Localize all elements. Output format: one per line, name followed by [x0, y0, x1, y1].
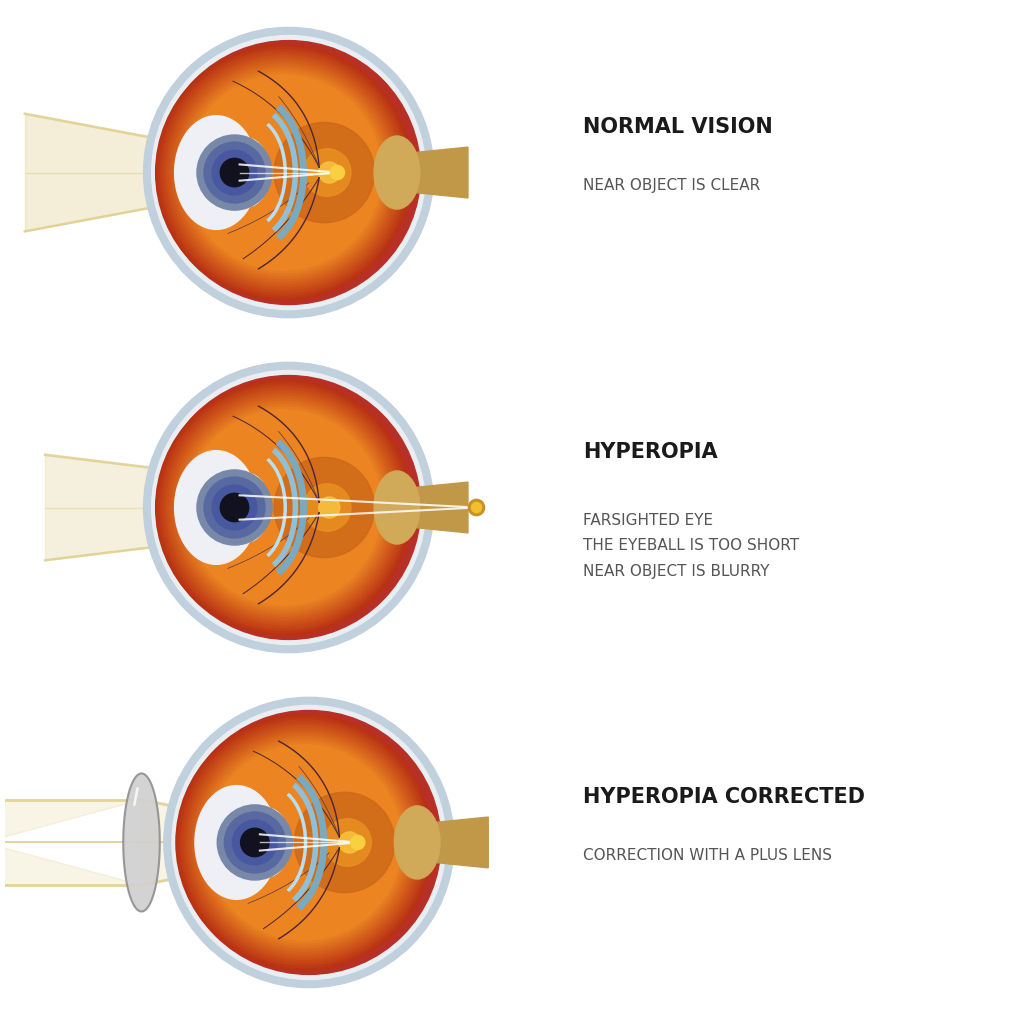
Circle shape	[164, 697, 455, 988]
Circle shape	[183, 72, 384, 273]
Ellipse shape	[394, 806, 440, 879]
Circle shape	[181, 720, 426, 965]
Circle shape	[177, 710, 441, 974]
Text: HYPEROPIA CORRECTED: HYPEROPIA CORRECTED	[583, 787, 865, 807]
Circle shape	[318, 162, 340, 183]
Ellipse shape	[224, 473, 269, 542]
Circle shape	[318, 497, 340, 518]
Circle shape	[177, 402, 389, 613]
Polygon shape	[397, 147, 468, 198]
Text: NORMAL VISION: NORMAL VISION	[583, 117, 773, 137]
Circle shape	[157, 41, 421, 305]
Circle shape	[339, 832, 360, 853]
Circle shape	[204, 477, 265, 538]
Circle shape	[193, 731, 416, 954]
Circle shape	[212, 485, 257, 530]
Circle shape	[206, 745, 401, 940]
Ellipse shape	[374, 471, 420, 544]
Circle shape	[303, 149, 351, 196]
Circle shape	[164, 53, 403, 292]
Polygon shape	[25, 114, 338, 173]
Circle shape	[167, 56, 400, 289]
Polygon shape	[0, 842, 141, 885]
Circle shape	[274, 458, 375, 557]
Circle shape	[152, 36, 426, 310]
Circle shape	[220, 493, 249, 522]
Circle shape	[197, 470, 272, 545]
Circle shape	[241, 828, 269, 857]
Circle shape	[172, 396, 395, 619]
Circle shape	[274, 123, 375, 222]
Circle shape	[176, 715, 432, 970]
Circle shape	[175, 399, 392, 616]
Circle shape	[303, 484, 351, 531]
Circle shape	[156, 380, 412, 635]
Polygon shape	[45, 508, 476, 560]
Circle shape	[169, 393, 398, 622]
Circle shape	[156, 45, 412, 300]
Circle shape	[217, 805, 293, 880]
Circle shape	[159, 48, 409, 297]
Circle shape	[220, 158, 249, 187]
Circle shape	[157, 376, 421, 639]
Circle shape	[183, 407, 384, 608]
Polygon shape	[25, 173, 338, 231]
Circle shape	[184, 723, 424, 962]
Circle shape	[201, 739, 408, 946]
Circle shape	[186, 410, 381, 605]
Circle shape	[186, 75, 381, 270]
Ellipse shape	[175, 451, 258, 564]
Polygon shape	[417, 817, 488, 868]
Circle shape	[197, 135, 272, 210]
Circle shape	[161, 50, 407, 295]
Text: CORRECTION WITH A PLUS LENS: CORRECTION WITH A PLUS LENS	[583, 848, 833, 863]
Polygon shape	[123, 773, 160, 911]
Circle shape	[161, 385, 407, 630]
Circle shape	[331, 165, 344, 180]
Polygon shape	[141, 842, 357, 885]
Circle shape	[189, 728, 418, 957]
Polygon shape	[397, 482, 468, 533]
Ellipse shape	[374, 136, 420, 209]
Circle shape	[324, 819, 372, 866]
Circle shape	[204, 742, 404, 943]
Text: FARSIGHTED EYE
THE EYEBALL IS TOO SHORT
NEAR OBJECT IS BLURRY: FARSIGHTED EYE THE EYEBALL IS TOO SHORT …	[583, 513, 799, 580]
Circle shape	[187, 726, 421, 959]
Circle shape	[152, 370, 426, 645]
Circle shape	[471, 502, 481, 513]
Ellipse shape	[244, 808, 290, 877]
Circle shape	[177, 67, 389, 278]
Circle shape	[167, 391, 400, 624]
Ellipse shape	[224, 138, 269, 207]
Circle shape	[224, 812, 286, 873]
Circle shape	[143, 27, 434, 318]
Circle shape	[143, 362, 434, 653]
Polygon shape	[45, 455, 476, 508]
Circle shape	[232, 820, 278, 865]
Circle shape	[178, 718, 429, 967]
Circle shape	[204, 142, 265, 203]
Ellipse shape	[175, 116, 258, 229]
Circle shape	[196, 734, 413, 951]
Circle shape	[212, 150, 257, 195]
Ellipse shape	[195, 786, 279, 899]
Circle shape	[468, 499, 484, 516]
Circle shape	[172, 61, 395, 284]
Text: NEAR OBJECT IS CLEAR: NEAR OBJECT IS CLEAR	[583, 178, 760, 193]
Circle shape	[159, 383, 409, 632]
Polygon shape	[0, 800, 141, 842]
Circle shape	[350, 835, 365, 850]
Circle shape	[169, 58, 398, 287]
Circle shape	[164, 388, 403, 627]
Circle shape	[198, 737, 410, 948]
Circle shape	[172, 705, 446, 979]
Polygon shape	[141, 800, 357, 842]
Circle shape	[180, 69, 387, 276]
Text: HYPEROPIA: HYPEROPIA	[583, 442, 718, 462]
Circle shape	[294, 793, 394, 892]
Circle shape	[175, 64, 392, 281]
Circle shape	[180, 404, 387, 611]
